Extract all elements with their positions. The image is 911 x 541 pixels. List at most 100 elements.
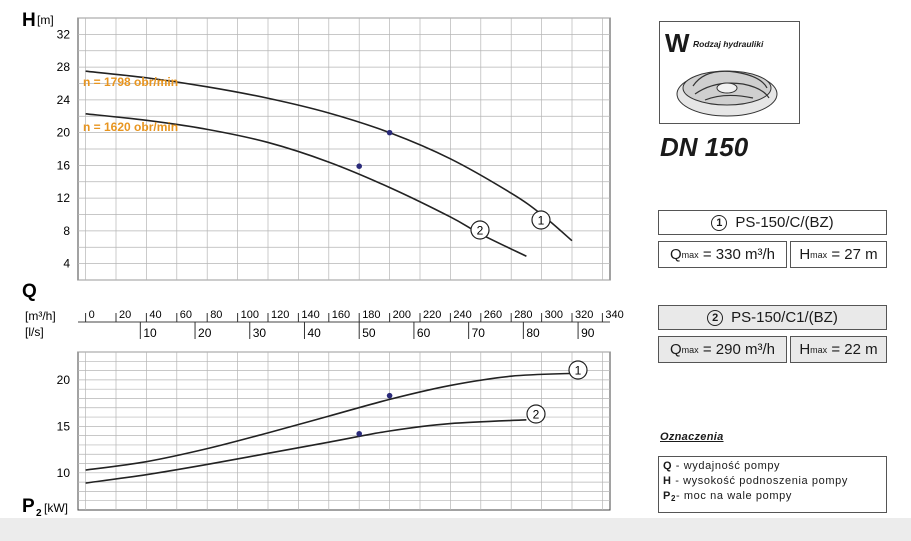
q-m3h-tick-label: 340 [605,309,623,321]
q-m3h-tick-label: 40 [149,309,161,321]
power-y-tick-label: 15 [57,419,71,433]
power-curve-1 [85,372,573,471]
power-duty-point-1 [386,392,393,399]
q-m3h-tick-label: 20 [119,309,131,321]
model-1-hmax: 27 [844,246,861,263]
head-y-tick-label: 32 [57,27,71,41]
power-chart-grid: 10 15 20 [57,351,611,511]
q-m3h-tick-label: 260 [484,309,502,321]
qmax-sub: max [681,249,699,260]
model-1-qmax: 330 [715,246,741,263]
head-y-tick-label: 8 [63,224,70,238]
dn-label: DN 150 [660,132,749,162]
model-2-name: PS-150/C1/(BZ) [731,309,838,326]
model-2-name-box: 2 PS-150/C1/(BZ) [658,305,887,330]
q-m3h-tick-label: 300 [545,309,563,321]
curve-marker-1-head: 1 [531,210,551,230]
q-ls-tick-label: 50 [362,326,376,340]
footer-bar [0,518,911,541]
head-y-tick-label: 24 [57,93,71,107]
q-m3h-tick-label: 140 [301,309,319,321]
curve-marker-2-head: 2 [470,220,490,240]
svg-text:2: 2 [533,408,540,422]
q-m3h-tick-label: 200 [393,309,411,321]
qmax-label: Q [670,246,682,263]
model-1-qunit: m³/h [745,246,775,263]
p-unit-label: [kW] [44,501,68,515]
q-m3h-tick-label: 0 [89,309,95,321]
hydraulics-type-box: W Rodzaj hydrauliki [659,21,800,124]
hmax-label: H [799,246,811,263]
power-frame [77,351,611,511]
q-m3h-tick-label: 80 [210,309,222,321]
speed-label-1: n = 1798 obr/min [83,75,178,89]
q-ls-tick-label: 70 [472,326,486,340]
model-1-number: 1 [711,214,728,231]
hydraulics-letter: W [665,28,690,58]
curve-marker-2-power: 2 [526,404,546,424]
model-2-hmax: 22 [844,341,861,358]
legend-box: Q - wydajność pompy H - wysokość podnosz… [658,456,887,513]
head-curve-1 [85,70,573,242]
q-m3h-tick-label: 160 [332,309,350,321]
q-ls-tick-label: 90 [581,326,595,340]
q-m3h-tick-label: 60 [180,309,192,321]
model-2-qunit: m³/h [745,341,775,358]
impeller-icon [676,70,778,117]
q-m3h-tick-label: 120 [271,309,289,321]
q-ls-tick-label: 20 [198,326,212,340]
q-axis-label: Q [22,281,37,302]
power-duty-point-2 [356,430,363,437]
chart-marks: 0 20 40 60 80 100 120 140 160 180 200 220 240 260 280 3… [78,309,624,340]
q-ls-tick-label: 60 [417,326,431,340]
head-y-tick-label: 20 [57,126,71,140]
q-ls-tick-label: 10 [143,326,157,340]
q-unit-m3h-label: [m³/h] [25,309,56,323]
q-m3h-tick-label: 320 [575,309,593,321]
hydraulics-caption: Rodzaj hydrauliki [693,39,764,49]
svg-text:2: 2 [477,224,484,238]
model-1-name-box: 1 PS-150/C/(BZ) [658,210,887,235]
svg-text:1: 1 [575,364,582,378]
legend-item: P2- moc na wale pompy [663,490,792,503]
qmax-sub: max [681,344,699,355]
power-curve-2 [85,419,527,484]
q-unit-ls-label: [l/s] [25,325,44,339]
hmax-sub: max [810,344,828,355]
qmax-label: Q [670,341,682,358]
hmax-label: H [799,341,811,358]
power-y-tick-label: 10 [57,466,71,480]
model-2-number: 2 [707,309,724,326]
svg-text:1: 1 [538,214,545,228]
legend-title: Oznaczenia [660,431,724,443]
model-2-qmax: 290 [715,341,741,358]
q-m3h-tick-label: 240 [453,309,471,321]
head-y-tick-label: 16 [57,158,71,172]
head-duty-point-2 [356,163,363,169]
model-1-hunit: m [865,246,878,263]
head-y-tick-label: 4 [63,257,70,271]
curve-marker-1-power: 1 [568,360,588,380]
speed-label-2: n = 1620 obr/min [83,120,178,134]
head-duty-point-1 [386,129,393,136]
q-m3h-tick-label: 180 [362,309,380,321]
hmax-sub: max [810,249,828,260]
h-unit-label: [m] [37,13,54,27]
q-m3h-tick-label: 220 [423,309,441,321]
q-m3h-tick-label: 100 [241,309,259,321]
head-y-tick-label: 28 [57,60,71,74]
p-axis-label: P [22,496,35,517]
power-y-tick-label: 20 [57,373,71,387]
model-1-name: PS-150/C/(BZ) [735,214,834,231]
legend-item: Q - wydajność pompy [663,460,781,472]
model-2-hunit: m [865,341,878,358]
q-m3h-tick-label: 280 [514,309,532,321]
legend-item: H - wysokość podnoszenia pompy [663,475,848,487]
q-ls-tick-label: 40 [307,326,321,340]
